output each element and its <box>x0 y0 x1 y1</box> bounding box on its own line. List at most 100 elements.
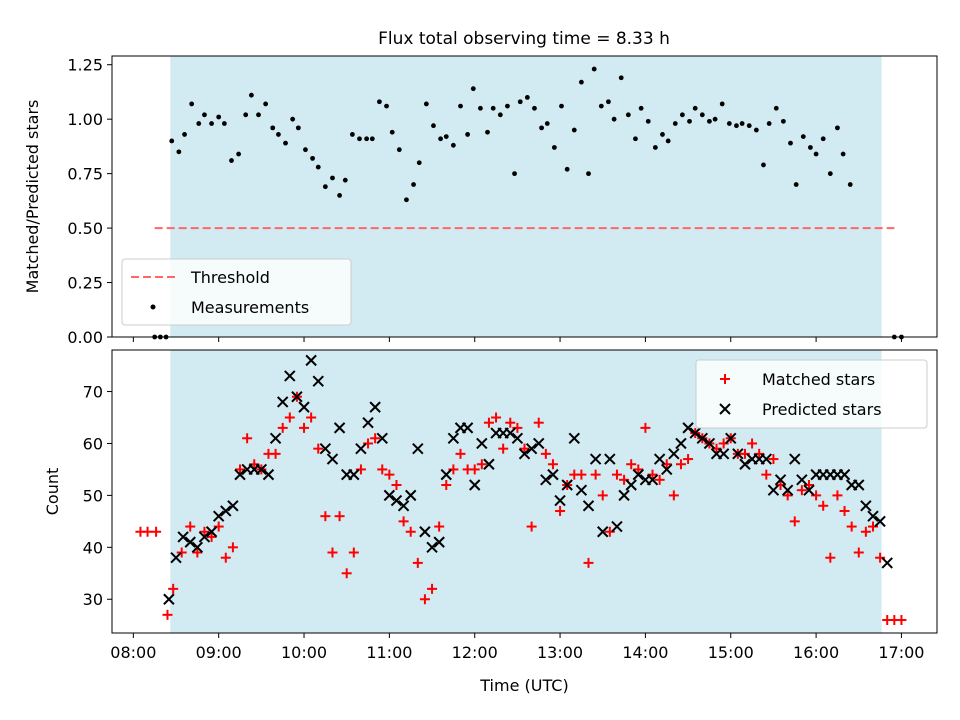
y-tick-label-ratio: 0.75 <box>67 165 103 184</box>
predicted-star-point <box>326 453 339 465</box>
matched-star-point <box>540 448 551 459</box>
measurement-point <box>564 166 570 172</box>
predicted-star-point <box>212 510 225 522</box>
measurement-point <box>586 171 591 177</box>
matched-star-point <box>341 568 352 579</box>
predicted-star-point <box>177 531 189 543</box>
predicted-star-point <box>796 474 808 486</box>
matched-star-point <box>825 552 836 563</box>
matched-star-point <box>162 609 173 620</box>
predicted-star-point <box>376 432 388 444</box>
measurement-point <box>209 121 214 126</box>
measurement-point <box>243 112 249 118</box>
measurement-point <box>169 138 175 144</box>
legend-ratio: Threshold Measurements <box>121 258 352 326</box>
measurement-point <box>687 118 692 124</box>
y-tick-label-ratio: 1.00 <box>67 110 103 129</box>
measurement-point <box>638 105 644 111</box>
measurement-point <box>517 99 523 105</box>
matched-star-point <box>299 422 310 433</box>
predicted-star-point <box>205 526 218 538</box>
measurement-point <box>512 171 517 177</box>
measurement-point <box>490 105 496 111</box>
x-tick-label: 17:00 <box>878 643 924 662</box>
matched-star-point <box>860 526 871 537</box>
matched-star-point <box>176 547 187 558</box>
matched-star-point <box>313 443 324 454</box>
measurement-point <box>679 112 685 118</box>
matched-star-point <box>455 448 466 459</box>
matched-star-point <box>405 526 416 537</box>
measurement-point <box>330 175 335 181</box>
predicted-star-point <box>461 422 474 434</box>
measurement-point <box>438 136 443 142</box>
measurement-point <box>485 129 490 135</box>
predicted-star-point <box>653 453 666 465</box>
measurement-point <box>189 101 195 107</box>
ratio-panel-frame <box>111 55 938 338</box>
measurement-point <box>202 112 207 118</box>
matched-star-point <box>227 542 238 553</box>
predicted-star-point <box>191 541 204 554</box>
x-tick-label: 12:00 <box>452 643 498 662</box>
predicted-star-point <box>575 484 588 496</box>
count-panel-frame <box>111 349 938 634</box>
predicted-star-point <box>390 494 403 507</box>
matched-star-point <box>384 469 395 480</box>
predicted-star-point <box>184 536 196 548</box>
predicted-star-point <box>170 551 182 564</box>
x-tick-label: 15:00 <box>708 643 754 662</box>
measurement-point <box>598 103 604 109</box>
matched-star-point <box>327 547 338 558</box>
matched-star-point <box>168 583 179 594</box>
predicted-star-point <box>504 427 516 439</box>
measurement-point <box>248 92 254 98</box>
predicted-star-point <box>675 437 687 450</box>
predicted-star-point <box>682 422 694 434</box>
matched-star-point <box>199 526 210 537</box>
predicted-star-point <box>276 396 289 408</box>
matched-star-point <box>441 480 452 491</box>
matched-star-point <box>348 547 359 558</box>
predicted-star-point <box>781 484 794 496</box>
matched-star-point <box>675 459 686 470</box>
measurement-point <box>303 147 308 153</box>
measurement-point <box>342 177 348 183</box>
matched-star-point <box>505 417 516 428</box>
measurement-point <box>712 116 718 122</box>
measurement-point <box>692 105 698 111</box>
x-tick-label: 08:00 <box>110 643 156 662</box>
measurement-point <box>337 193 342 198</box>
measurement-point <box>216 114 222 120</box>
predicted-star-point <box>860 500 872 512</box>
measurement-point <box>263 101 269 107</box>
matched-star-point <box>789 516 800 527</box>
predicted-star-point <box>625 479 637 491</box>
matched-star-point <box>668 490 679 501</box>
measurement-point <box>236 151 241 157</box>
measurement-point <box>625 112 631 118</box>
measurement-point <box>808 145 813 150</box>
matched-star-point <box>483 417 494 428</box>
matched-star-point <box>768 454 779 465</box>
measurement-point <box>349 132 355 137</box>
measurement-point <box>524 94 530 100</box>
matched-star-point <box>320 511 331 522</box>
measurement-point <box>270 125 276 131</box>
y-tick-label-count: 50 <box>83 486 103 505</box>
measurement-point <box>672 121 678 126</box>
measurement-point <box>416 160 422 166</box>
measurement-point <box>645 118 651 124</box>
count-panel: 30 40 50 60 70 08:00 09:00 10:00 11:00 12:00 13:0… <box>43 349 938 695</box>
predicted-star-point <box>298 401 310 413</box>
matched-star-point <box>220 552 231 563</box>
legend-measurements-swatch <box>150 304 156 310</box>
matched-star-point <box>427 583 438 594</box>
predicted-star-point <box>404 489 417 502</box>
measurement-point <box>719 101 725 107</box>
measurement-point <box>384 103 389 109</box>
matched-star-point <box>306 412 317 423</box>
predicted-star-point <box>412 442 424 455</box>
measurement-point <box>746 123 752 129</box>
